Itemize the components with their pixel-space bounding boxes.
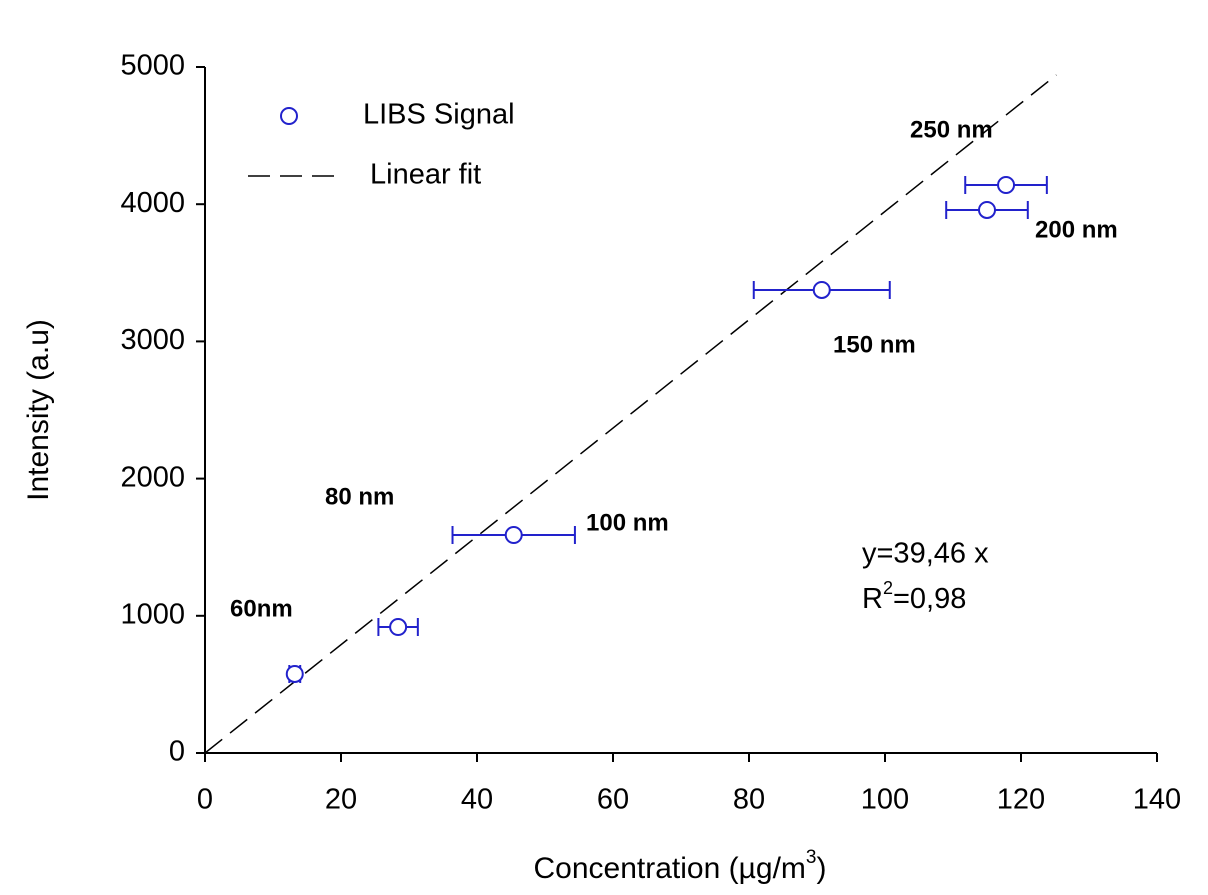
y-tick-label: 2000 xyxy=(120,461,185,493)
data-point xyxy=(997,175,1016,194)
size-annotation: 150 nm xyxy=(833,331,916,358)
size-annotation: 200 nm xyxy=(1035,216,1118,243)
x-tick-label: 20 xyxy=(325,784,357,816)
x-label-part: ) xyxy=(816,852,826,885)
y-tick-label: 4000 xyxy=(120,187,185,219)
equation: y=39,46 x xyxy=(862,538,989,570)
y-tick-label: 1000 xyxy=(120,598,185,630)
size-annotation: 250 nm xyxy=(910,116,993,143)
data-point xyxy=(285,664,304,683)
x-tick-label: 60 xyxy=(597,784,629,816)
y-tick-label: 5000 xyxy=(120,50,185,82)
size-annotation: 80 nm xyxy=(325,483,394,510)
legend-label: Linear fit xyxy=(370,159,481,191)
data-point xyxy=(389,618,408,637)
x-label-sup: 3 xyxy=(806,847,817,868)
data-point xyxy=(978,200,996,219)
size-annotation: 60nm xyxy=(230,595,293,622)
y-axis-label: Intensity (a.u) xyxy=(22,319,55,501)
data-point xyxy=(812,280,831,299)
x-tick-label: 120 xyxy=(997,784,1045,816)
r2-sup: 2 xyxy=(883,578,893,598)
x-tick-label: 80 xyxy=(733,784,765,816)
x-axis-label: Concentration (µg/m3) xyxy=(534,847,827,885)
x-tick-label: 100 xyxy=(861,784,909,816)
r2-part: =0,98 xyxy=(893,583,966,615)
legend-marker xyxy=(280,107,298,125)
r-squared: R2=0,98 xyxy=(862,578,966,615)
data-point xyxy=(504,525,523,544)
x-tick-label: 40 xyxy=(461,784,493,816)
y-tick-label: 3000 xyxy=(120,324,185,356)
r2-part: R xyxy=(862,583,883,615)
x-tick-label: 140 xyxy=(1133,784,1181,816)
fit-line xyxy=(204,74,1057,754)
legend-label: LIBS Signal xyxy=(363,99,515,131)
x-tick-label: 0 xyxy=(197,784,213,816)
y-tick-label: 0 xyxy=(169,736,185,768)
size-annotation: 100 nm xyxy=(586,509,669,536)
x-label-part: Concentration (µg/m xyxy=(534,852,806,885)
